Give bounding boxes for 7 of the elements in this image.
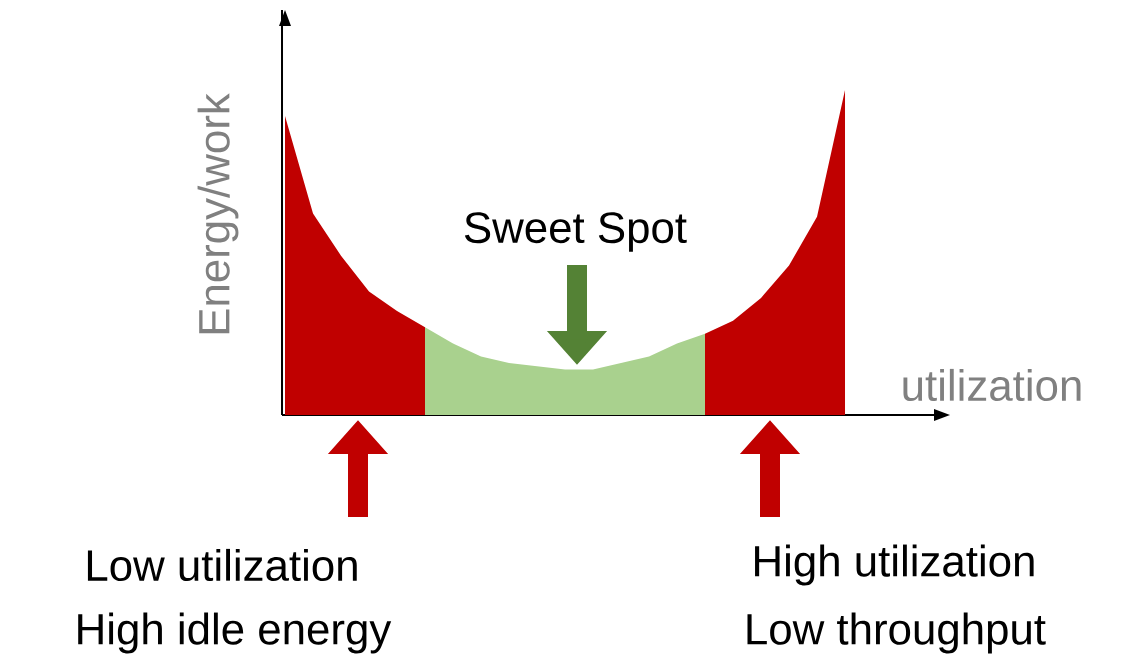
text: Low throughput xyxy=(747,612,1046,654)
y-axis-title: Energy/work xyxy=(197,93,239,334)
text: High idle energy xyxy=(78,612,392,654)
text: High utilization xyxy=(755,544,1034,586)
text: Low utilization xyxy=(87,548,357,582)
annotation: Sweet Spot xyxy=(464,212,687,252)
x-axis-title: utilization xyxy=(903,368,1081,402)
